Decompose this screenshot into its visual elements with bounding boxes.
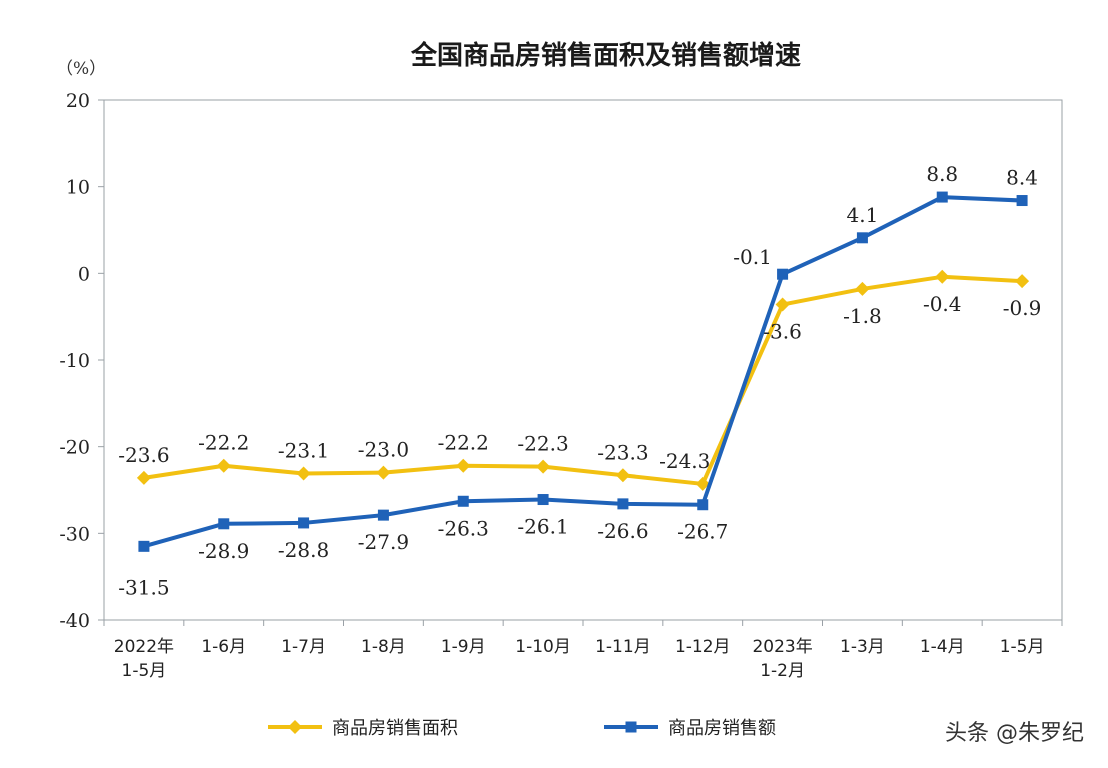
- y-tick-label: -40: [59, 610, 90, 632]
- data-label: 8.4: [1006, 166, 1038, 190]
- data-label: -23.1: [278, 439, 329, 463]
- x-tick-label: 1-9月: [441, 637, 486, 657]
- data-label: -31.5: [118, 575, 169, 599]
- chart-title: 全国商品房销售面积及销售额增速: [410, 40, 801, 71]
- data-label: -0.9: [1003, 296, 1042, 320]
- data-point: [136, 470, 151, 485]
- data-label: 4.1: [847, 203, 879, 227]
- x-tick-label: 2023年 1-2月: [752, 637, 812, 681]
- data-label: -23.6: [118, 443, 169, 467]
- data-point: [936, 191, 948, 203]
- x-tick-label: 1-7月: [281, 637, 326, 657]
- data-point: [376, 465, 391, 480]
- y-unit-label: （%）: [56, 59, 106, 79]
- y-tick-label: -20: [59, 437, 90, 459]
- data-point: [697, 499, 709, 511]
- data-point: [216, 458, 231, 473]
- y-axis-ticks: 20 10 0 -10 -20 -30 -40: [59, 90, 104, 632]
- y-tick-label: 10: [66, 177, 90, 199]
- data-label: -0.1: [733, 245, 772, 269]
- data-point: [615, 468, 630, 483]
- data-point: [296, 466, 311, 481]
- data-point: [456, 458, 471, 473]
- data-label: -27.9: [358, 530, 409, 554]
- x-tick-label: 1-10月: [515, 637, 571, 657]
- series-line-2: [143, 195, 1023, 549]
- data-label: -26.7: [677, 520, 728, 544]
- data-label: -26.3: [438, 516, 489, 540]
- x-tick-label: 1-3月: [840, 637, 885, 657]
- data-point: [1016, 195, 1028, 207]
- data-point: [695, 476, 710, 491]
- data-label: -3.6: [763, 320, 802, 344]
- data-label: -22.3: [517, 432, 568, 456]
- data-point: [218, 518, 230, 530]
- data-point: [298, 517, 310, 529]
- data-label: 8.8: [926, 162, 958, 186]
- data-label: -24.3: [659, 449, 710, 473]
- data-point: [856, 232, 868, 244]
- data-point: [377, 509, 389, 521]
- y-tick-label: 20: [66, 90, 90, 112]
- x-axis-ticks: 2022年 1-5月 1-6月 1-7月 1-8月 1-9月 1-10月 1-11月 1-12月…: [103, 620, 1063, 681]
- data-labels: -23.6 -22.2 -23.1 -23.0 -22.2 -22.3 -23.3 -24.3…: [118, 162, 1041, 599]
- data-label: -26.1: [517, 515, 568, 539]
- data-label: -23.0: [358, 438, 409, 462]
- series-line-1: [143, 274, 1023, 486]
- data-point: [1015, 274, 1030, 289]
- x-tick-label: 1-5月: [1000, 637, 1045, 657]
- legend-marker: [288, 720, 302, 734]
- data-label: -23.3: [597, 440, 648, 464]
- data-label: -28.9: [198, 539, 249, 563]
- y-tick-label: 0: [78, 263, 90, 285]
- data-label: -22.2: [198, 431, 249, 455]
- watermark-text: 头条 @朱罗纪: [945, 721, 1084, 746]
- data-point: [457, 495, 469, 507]
- legend-label: 商品房销售面积: [332, 718, 458, 739]
- x-tick-label: 1-8月: [361, 637, 406, 657]
- data-point: [775, 297, 790, 312]
- data-label: -22.2: [438, 431, 489, 455]
- x-tick-label: 1-12月: [675, 637, 731, 657]
- y-tick-label: -30: [59, 523, 90, 545]
- legend: 商品房销售面积 商品房销售额: [268, 718, 776, 739]
- x-tick-label: 1-11月: [595, 637, 651, 657]
- series-layer: [136, 191, 1030, 552]
- data-point: [536, 459, 551, 474]
- data-point: [138, 540, 150, 552]
- data-point: [855, 281, 870, 296]
- y-tick-label: -10: [59, 350, 90, 372]
- x-tick-label: 2022年 1-5月: [114, 637, 174, 681]
- data-label: -28.8: [278, 538, 329, 562]
- legend-marker: [625, 721, 637, 733]
- x-tick-label: 1-6月: [201, 637, 246, 657]
- data-point: [617, 498, 629, 510]
- data-point: [777, 268, 789, 280]
- data-label: -26.6: [597, 519, 648, 543]
- legend-label: 商品房销售额: [668, 718, 776, 739]
- data-label: -0.4: [923, 292, 962, 316]
- data-point: [537, 494, 549, 506]
- x-tick-label: 1-4月: [920, 637, 965, 657]
- data-label: -1.8: [843, 304, 882, 328]
- data-point: [935, 269, 950, 284]
